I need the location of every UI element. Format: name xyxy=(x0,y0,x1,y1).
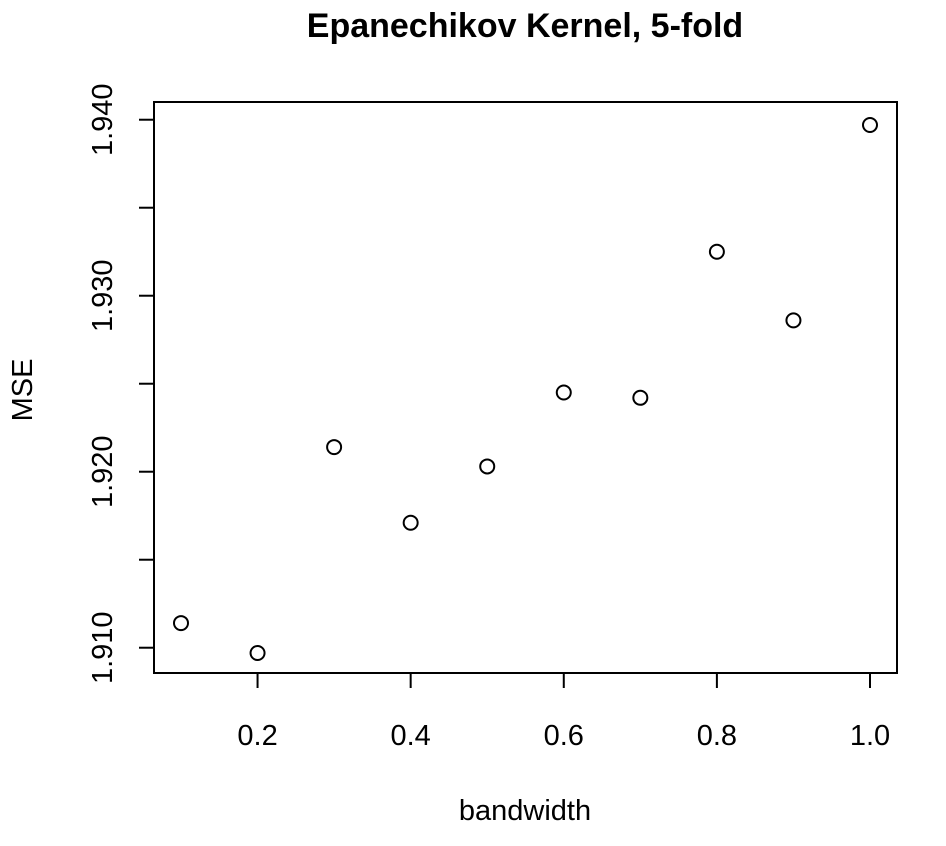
data-point xyxy=(708,243,725,260)
data-point xyxy=(173,615,189,632)
x-axis: 0.2 0.4 0.6 0.8 1.0 xyxy=(237,672,890,752)
x-tick-label: 1.0 xyxy=(850,720,890,752)
data-point xyxy=(555,384,572,401)
y-tick-label: 1.940 xyxy=(87,83,119,156)
data-points xyxy=(173,117,878,661)
data-point xyxy=(402,514,419,531)
plot-frame xyxy=(153,101,898,674)
data-point xyxy=(326,439,343,456)
y-axis: 1.910 1.920 1.930 1.940 xyxy=(87,83,155,684)
x-tick-label: 0.2 xyxy=(237,720,277,752)
data-point xyxy=(632,389,649,406)
y-tick-label: 1.910 xyxy=(87,611,119,684)
y-axis-label: MSE xyxy=(7,359,39,422)
x-tick-label: 0.4 xyxy=(391,720,431,752)
x-tick-label: 0.6 xyxy=(544,720,584,752)
x-axis-label: bandwidth xyxy=(459,795,591,827)
x-tick-label: 0.8 xyxy=(697,720,737,752)
y-tick-label: 1.920 xyxy=(87,435,119,508)
chart-title: Epanechikov Kernel, 5-fold xyxy=(307,7,743,45)
data-point xyxy=(862,117,878,133)
data-point xyxy=(249,645,266,661)
data-point xyxy=(785,312,802,329)
y-tick-label: 1.930 xyxy=(87,259,119,332)
data-point xyxy=(479,458,496,475)
